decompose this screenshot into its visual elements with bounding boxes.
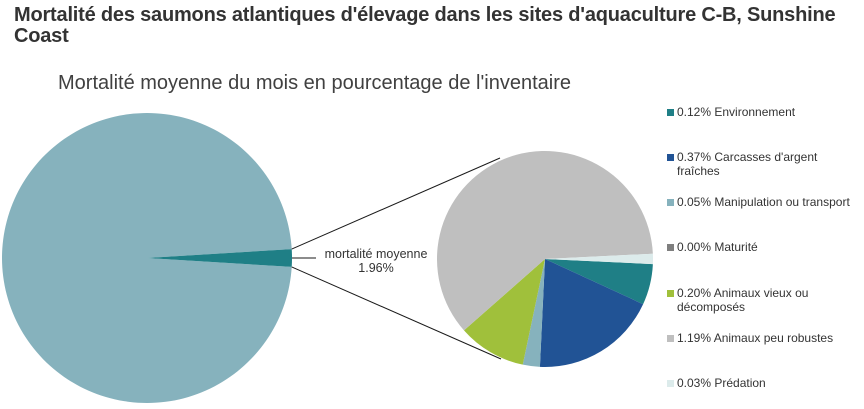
legend-swatch-icon <box>667 380 674 387</box>
breakdown-slice-4 <box>463 259 545 365</box>
legend-label: 0.05% Manipulation ou transport <box>677 195 850 209</box>
legend-item-animaux-peu-robustes: 1.19% Animaux peu robustes <box>667 331 857 345</box>
legend-item-animaux-vieux: 0.20% Animaux vieux ou décomposés <box>667 286 827 314</box>
breakdown-slice-5 <box>436 151 653 331</box>
average-mortality-caption: mortalité moyenne <box>324 247 428 261</box>
legend-swatch-icon <box>667 154 674 161</box>
legend-item-environnement: 0.12% Environnement <box>667 105 857 119</box>
connector-line-top <box>291 157 501 250</box>
legend-label: 0.00% Maturité <box>677 240 758 254</box>
main-pie <box>2 112 292 404</box>
average-mortality-label: mortalité moyenne 1.96% <box>318 247 434 275</box>
legend-swatch-icon <box>667 199 674 206</box>
breakdown-slice-1 <box>539 259 644 367</box>
legend-swatch-icon <box>667 244 674 251</box>
legend-swatch-icon <box>667 290 674 297</box>
legend-label: 0.37% Carcasses d'argent fraîches <box>677 150 818 178</box>
breakdown-slice-0 <box>545 259 653 305</box>
chart-title: Mortalité des saumons atlantiques d'élev… <box>14 4 836 47</box>
main-pie-slice-mortality <box>147 249 292 267</box>
legend-item-predation: 0.03% Prédation <box>667 376 857 390</box>
legend-label: 1.19% Animaux peu robustes <box>677 331 834 345</box>
legend-swatch-icon <box>667 109 674 116</box>
average-mortality-value: 1.96% <box>358 261 394 275</box>
breakdown-pie <box>436 151 653 367</box>
legend-item-carcasses: 0.37% Carcasses d'argent fraîches <box>667 150 857 178</box>
chart-subtitle: Mortalité moyenne du mois en pourcentage… <box>58 72 572 94</box>
breakdown-slice-6 <box>545 253 653 265</box>
connector-lines <box>291 157 502 360</box>
connector-line-bottom <box>291 266 502 360</box>
legend-label: 0.12% Environnement <box>677 105 796 119</box>
legend-item-maturite: 0.00% Maturité <box>667 240 857 254</box>
main-pie-slice-inventory <box>2 112 292 404</box>
legend-swatch-icon <box>667 335 674 342</box>
legend-label: 0.03% Prédation <box>677 376 766 390</box>
breakdown-slice-2 <box>522 259 545 367</box>
legend-label: 0.20% Animaux vieux ou décomposés <box>677 286 809 314</box>
legend-item-manipulation: 0.05% Manipulation ou transport <box>667 195 857 209</box>
